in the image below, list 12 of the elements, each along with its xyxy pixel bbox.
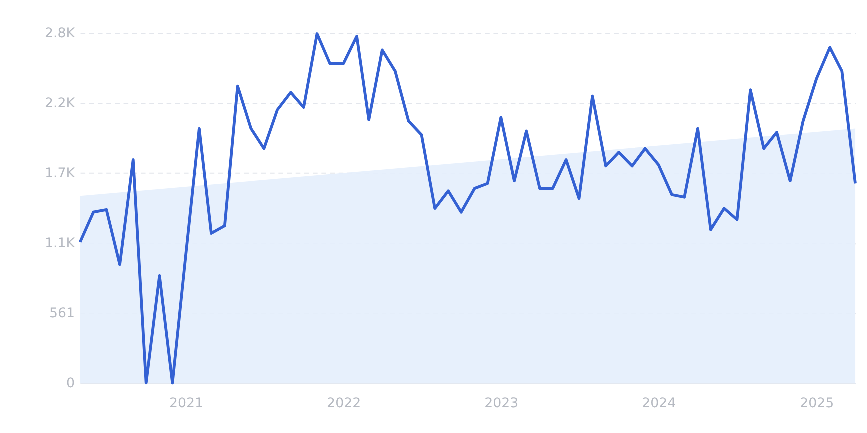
y-tick-label: 0 (66, 376, 76, 392)
y-tick-label: 1.1K (44, 236, 76, 252)
x-tick-label: 2021 (170, 396, 204, 412)
y-tick-label: 2.2K (44, 96, 76, 112)
y-tick-label: 1.7K (44, 166, 76, 182)
x-tick-label: 2023 (484, 396, 519, 412)
line-series (78, 32, 857, 385)
y-tick-label: 561 (50, 306, 76, 322)
y-tick-label: 2.8K (44, 26, 76, 42)
x-tick-label: 2022 (327, 396, 362, 412)
x-tick-label: 2025 (800, 396, 834, 412)
x-tick-label: 2024 (642, 396, 676, 412)
